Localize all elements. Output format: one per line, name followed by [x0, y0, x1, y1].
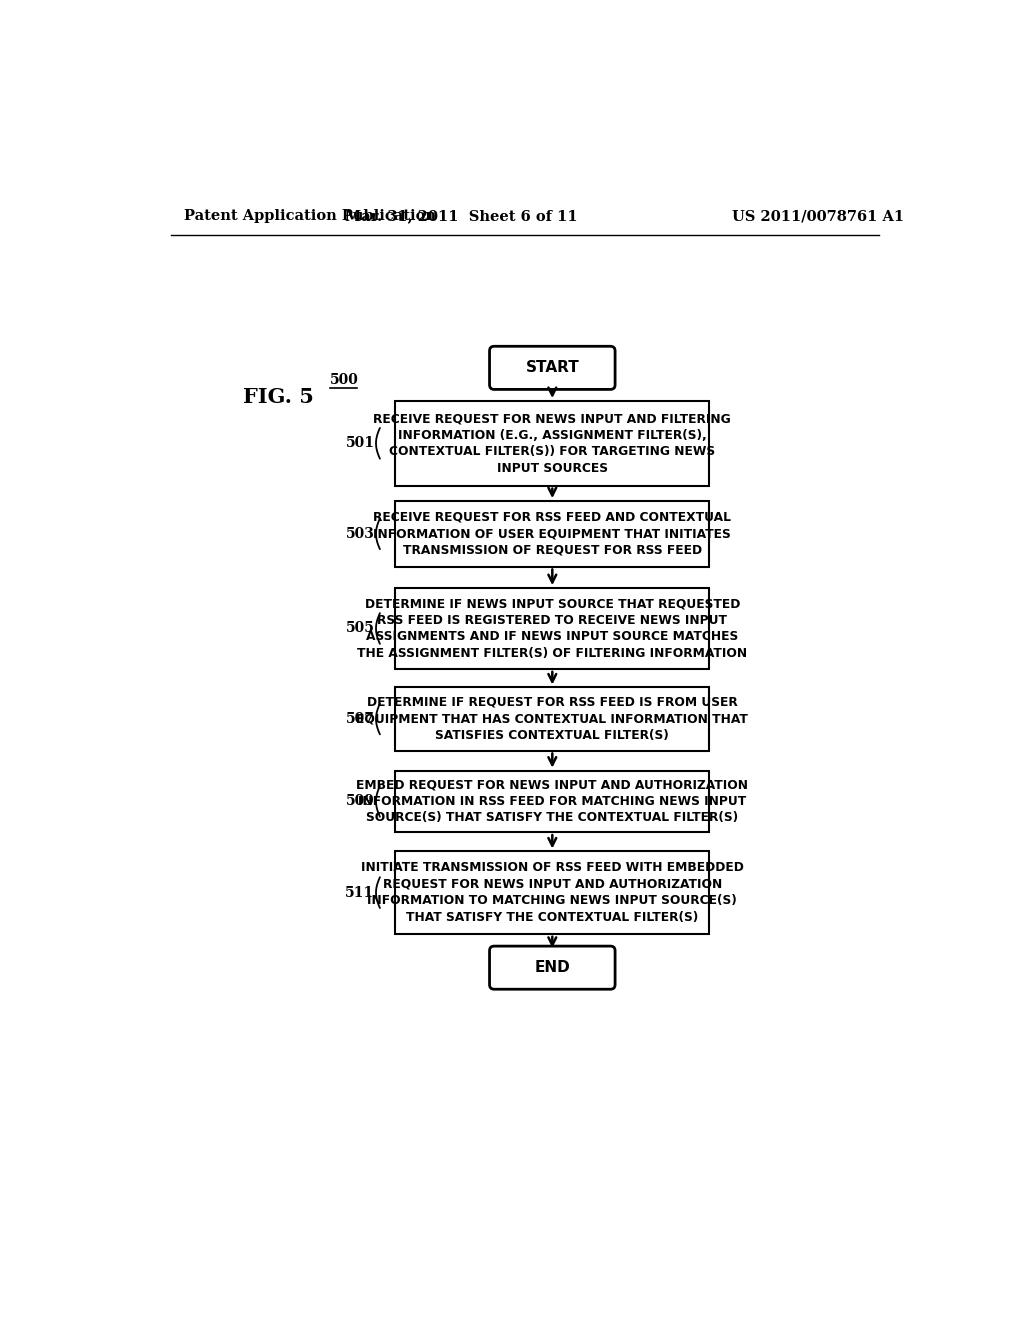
Text: DETERMINE IF NEWS INPUT SOURCE THAT REQUESTED
RSS FEED IS REGISTERED TO RECEIVE : DETERMINE IF NEWS INPUT SOURCE THAT REQU… — [357, 597, 748, 660]
Text: 505: 505 — [345, 622, 375, 635]
Text: INITIATE TRANSMISSION OF RSS FEED WITH EMBEDDED
REQUEST FOR NEWS INPUT AND AUTHO: INITIATE TRANSMISSION OF RSS FEED WITH E… — [360, 862, 743, 924]
Text: 507: 507 — [345, 711, 375, 726]
Bar — [395, 688, 710, 751]
Text: DETERMINE IF REQUEST FOR RSS FEED IS FROM USER
EQUIPMENT THAT HAS CONTEXTUAL INF: DETERMINE IF REQUEST FOR RSS FEED IS FRO… — [356, 696, 749, 742]
Bar — [395, 502, 710, 566]
Text: END: END — [535, 960, 570, 975]
Text: EMBED REQUEST FOR NEWS INPUT AND AUTHORIZATION
INFORMATION IN RSS FEED FOR MATCH: EMBED REQUEST FOR NEWS INPUT AND AUTHORI… — [356, 779, 749, 825]
Bar — [395, 589, 710, 669]
Text: START: START — [525, 360, 580, 375]
Text: Mar. 31, 2011  Sheet 6 of 11: Mar. 31, 2011 Sheet 6 of 11 — [345, 209, 578, 223]
Text: 509: 509 — [345, 795, 375, 808]
FancyBboxPatch shape — [489, 946, 615, 989]
Text: Patent Application Publication: Patent Application Publication — [183, 209, 436, 223]
Text: RECEIVE REQUEST FOR NEWS INPUT AND FILTERING
INFORMATION (E.G., ASSIGNMENT FILTE: RECEIVE REQUEST FOR NEWS INPUT AND FILTE… — [374, 412, 731, 475]
Text: US 2011/0078761 A1: US 2011/0078761 A1 — [732, 209, 904, 223]
Text: 503: 503 — [345, 527, 375, 541]
Text: 511: 511 — [345, 886, 375, 900]
Bar — [395, 771, 710, 832]
Bar — [395, 401, 710, 486]
FancyBboxPatch shape — [489, 346, 615, 389]
Text: 501: 501 — [345, 437, 375, 450]
Text: RECEIVE REQUEST FOR RSS FEED AND CONTEXTUAL
INFORMATION OF USER EQUIPMENT THAT I: RECEIVE REQUEST FOR RSS FEED AND CONTEXT… — [374, 511, 731, 557]
Text: 500: 500 — [330, 374, 358, 387]
Bar — [395, 851, 710, 933]
Text: FIG. 5: FIG. 5 — [243, 387, 313, 407]
